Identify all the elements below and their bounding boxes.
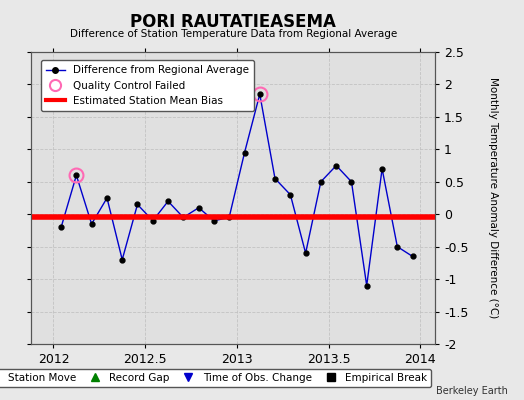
Text: Berkeley Earth: Berkeley Earth bbox=[436, 386, 508, 396]
Title: PORI RAUTATIEASEMA: PORI RAUTATIEASEMA bbox=[130, 13, 336, 31]
Text: Difference of Station Temperature Data from Regional Average: Difference of Station Temperature Data f… bbox=[70, 29, 397, 39]
Y-axis label: Monthly Temperature Anomaly Difference (°C): Monthly Temperature Anomaly Difference (… bbox=[488, 77, 498, 319]
Legend: Station Move, Record Gap, Time of Obs. Change, Empirical Break: Station Move, Record Gap, Time of Obs. C… bbox=[0, 369, 431, 387]
